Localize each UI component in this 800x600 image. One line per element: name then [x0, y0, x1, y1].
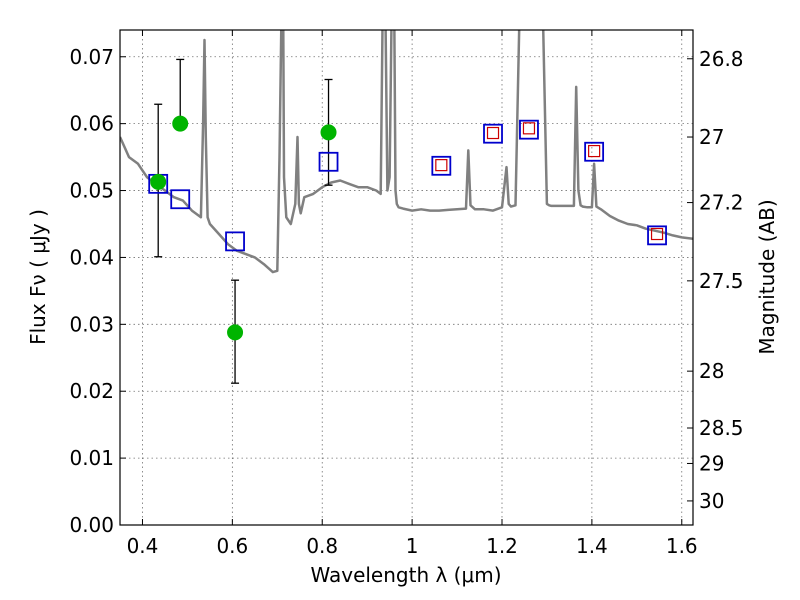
spectrum-layer	[120, 30, 693, 274]
right-tick-label: 27.2	[699, 191, 744, 215]
observed-point	[172, 115, 189, 132]
x-axis-label: Wavelength λ (μm)	[310, 563, 501, 587]
y-tick-label: 0.06	[69, 112, 114, 136]
y-tick-label: 0.01	[69, 446, 114, 470]
x-tick-label: 1.4	[576, 534, 608, 558]
y-axis-label: Flux Fν ( μJy )	[26, 209, 50, 345]
y-tick-label: 0.04	[69, 245, 114, 269]
right-tick-label: 29	[699, 451, 724, 475]
model-square	[519, 119, 539, 140]
x-tick-label: 0.6	[216, 534, 248, 558]
model-square	[225, 231, 245, 252]
observed-point	[320, 124, 337, 141]
right-tick-label: 28	[699, 359, 724, 383]
observed-point	[150, 173, 167, 190]
marker-layer	[148, 58, 667, 384]
model-square	[170, 189, 191, 210]
y-tick-label: 0.05	[69, 179, 114, 203]
ir-square	[588, 144, 601, 158]
y-tick-label: 0.03	[69, 312, 114, 336]
ir-square	[522, 122, 536, 135]
grid-lines	[120, 30, 693, 526]
model-square	[584, 141, 605, 162]
y-tick-label: 0.02	[69, 379, 114, 403]
ir-square	[650, 227, 664, 241]
tick-layer: 0.4 0.6 0.8 1 1.2 1.4 1.6 0.00 0.01 0.02 0.03 0.04 0…	[69, 30, 744, 558]
spectrum-line	[120, 30, 693, 274]
x-tick-label: 1	[406, 534, 419, 558]
model-square	[318, 151, 339, 172]
right-tick-label: 28.5	[699, 416, 744, 440]
model-square	[483, 123, 503, 144]
right-tick-label: 27.5	[699, 269, 744, 293]
plot-frame	[119, 29, 694, 526]
ir-square	[486, 126, 500, 140]
ir-square	[435, 159, 448, 172]
right-tick-label: 27	[699, 125, 724, 149]
x-tick-label: 0.4	[127, 534, 159, 558]
x-tick-label: 1.2	[486, 534, 518, 558]
right-axis-label: Magnitude (AB)	[755, 199, 779, 354]
observed-point	[227, 324, 244, 341]
x-tick-label: 1.6	[666, 534, 698, 558]
y-tick-label: 0.07	[69, 45, 114, 69]
right-tick-label: 26.8	[699, 47, 744, 71]
y-tick-label: 0.00	[69, 513, 114, 537]
model-square	[647, 225, 667, 246]
x-tick-label: 0.8	[306, 534, 338, 558]
right-tick-label: 30	[699, 489, 724, 513]
model-square	[431, 155, 452, 176]
